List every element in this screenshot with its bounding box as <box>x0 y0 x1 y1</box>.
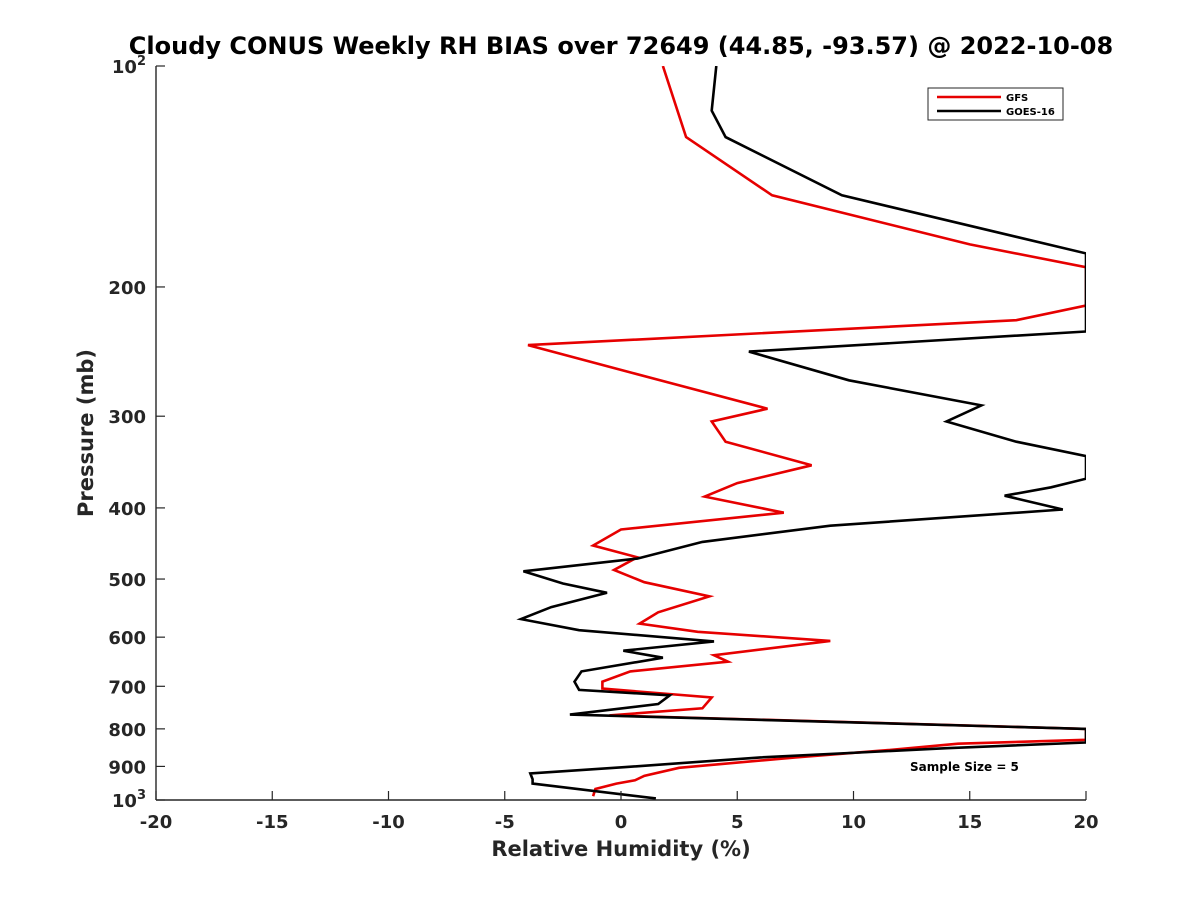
series-layer <box>516 66 1086 800</box>
x-tick-label: 20 <box>1073 812 1098 833</box>
legend-box <box>927 87 1064 121</box>
y-tick-label: 400 <box>108 499 146 520</box>
x-tick-label: 10 <box>841 812 866 833</box>
x-tick-label: 0 <box>615 812 628 833</box>
y-tick-label: 800 <box>108 720 146 741</box>
y-axis-label: Pressure (mb) <box>74 349 98 517</box>
x-tick-label: -15 <box>256 812 289 833</box>
y-axis-ticks: 200 300 400 500 600 700 800 900 102 103 <box>108 54 165 812</box>
legend: GFS GOES-16 <box>927 87 1064 121</box>
y-tick-label: 600 <box>108 628 146 649</box>
series-line-goes16 <box>516 66 1086 800</box>
y-tick-label: 700 <box>108 677 146 698</box>
y-tick-label: 900 <box>108 757 146 778</box>
y-tick-label: 300 <box>108 407 146 428</box>
series-line-gfs <box>527 66 1086 797</box>
x-tick-label: -5 <box>495 812 515 833</box>
x-tick-label: -10 <box>372 812 405 833</box>
x-tick-label: -20 <box>140 812 173 833</box>
y-tick-label: 500 <box>108 570 146 591</box>
x-tick-label: 5 <box>731 812 744 833</box>
legend-label-gfs: GFS <box>1006 93 1028 104</box>
legend-label-goes16: GOES-16 <box>1006 107 1055 118</box>
x-tick-label: 15 <box>957 812 982 833</box>
y-limit-label: 103 <box>112 788 146 812</box>
chart-title: Cloudy CONUS Weekly RH BIAS over 72649 (… <box>129 32 1113 60</box>
x-axis-label: Relative Humidity (%) <box>491 837 750 861</box>
x-axis-ticks: -20 -15 -10 -5 0 5 10 15 20 <box>140 791 1099 833</box>
sample-size-annotation: Sample Size = 5 <box>910 760 1019 774</box>
y-limit-label: 102 <box>112 54 146 78</box>
y-tick-label: 200 <box>108 278 146 299</box>
